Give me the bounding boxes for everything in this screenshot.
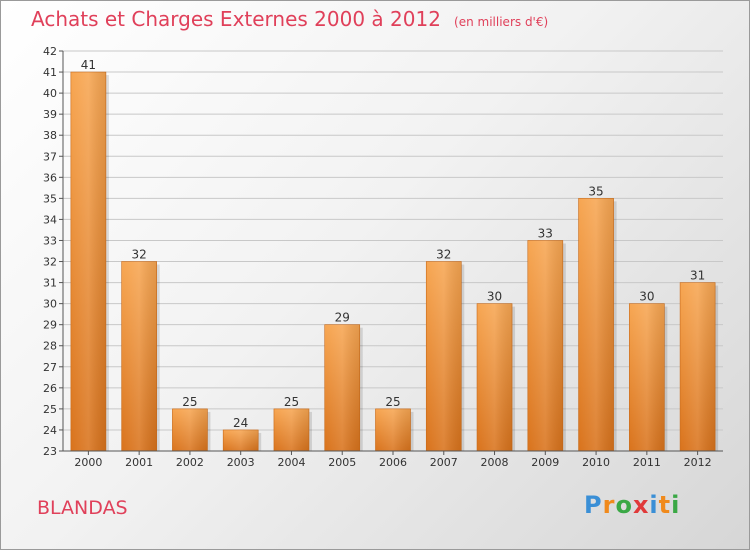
logo-letter: r bbox=[602, 491, 616, 519]
y-tick-label: 37 bbox=[43, 150, 57, 163]
y-tick-label: 38 bbox=[43, 129, 57, 142]
data-label: 25 bbox=[284, 395, 299, 409]
y-tick-label: 31 bbox=[43, 277, 57, 290]
y-tick-label: 32 bbox=[43, 256, 57, 269]
y-tick-label: 27 bbox=[43, 361, 57, 374]
proxiti-logo[interactable]: Proxiti bbox=[584, 491, 680, 519]
y-tick-label: 33 bbox=[43, 234, 57, 247]
axis-layer: 23 24 25 26 27 28 29 30 31 32 33 34 35 36 37 38 39 40 41 42… bbox=[43, 45, 723, 469]
y-tick-label: 39 bbox=[43, 108, 57, 121]
bar-shine bbox=[578, 198, 614, 451]
x-tick-label: 2007 bbox=[430, 456, 458, 469]
data-label: 30 bbox=[639, 290, 654, 304]
bars-layer: 41 32 25 24 25 29 25 32 30 33 35 30 31 bbox=[70, 58, 719, 452]
y-tick-label: 24 bbox=[43, 424, 57, 437]
bar-shine bbox=[70, 72, 106, 451]
chart-unit-note: (en milliers d'€) bbox=[454, 15, 549, 29]
logo-letter: o bbox=[615, 491, 633, 519]
data-label: 31 bbox=[690, 269, 705, 283]
x-tick-label: 2006 bbox=[379, 456, 407, 469]
chart-title: Achats et Charges Externes 2000 à 2012 (… bbox=[31, 7, 548, 31]
logo-letter: t bbox=[658, 491, 672, 519]
y-tick-label: 40 bbox=[43, 87, 57, 100]
logo-letter: x bbox=[632, 491, 650, 519]
y-tick-label: 42 bbox=[43, 45, 57, 58]
x-tick-label: 2002 bbox=[176, 456, 204, 469]
x-tick-label: 2011 bbox=[633, 456, 661, 469]
x-tick-label: 2010 bbox=[582, 456, 610, 469]
x-tick-label: 2012 bbox=[684, 456, 712, 469]
data-label: 29 bbox=[335, 311, 350, 325]
bar-shine bbox=[527, 240, 563, 451]
y-tick-label: 26 bbox=[43, 382, 57, 395]
bar-shine bbox=[477, 303, 513, 451]
bar-shine bbox=[426, 261, 462, 451]
bar-shine bbox=[121, 261, 157, 451]
y-tick-label: 36 bbox=[43, 171, 57, 184]
data-label: 25 bbox=[385, 395, 400, 409]
data-label: 33 bbox=[538, 226, 553, 240]
data-label: 24 bbox=[233, 416, 248, 430]
bar-shine bbox=[223, 429, 259, 451]
y-tick-label: 23 bbox=[43, 445, 57, 458]
grid-layer bbox=[63, 50, 723, 452]
x-tick-label: 2003 bbox=[227, 456, 255, 469]
x-tick-label: 2001 bbox=[125, 456, 153, 469]
bar-shine bbox=[629, 303, 665, 451]
bar-shine bbox=[680, 282, 716, 451]
y-tick-label: 29 bbox=[43, 319, 57, 332]
data-label: 35 bbox=[588, 184, 603, 198]
y-tick-label: 41 bbox=[43, 66, 57, 79]
logo-letter: P bbox=[584, 491, 603, 519]
x-tick-label: 2000 bbox=[74, 456, 102, 469]
y-tick-label: 30 bbox=[43, 298, 57, 311]
bar-shine bbox=[273, 408, 309, 451]
x-tick-label: 2008 bbox=[481, 456, 509, 469]
data-label: 30 bbox=[487, 290, 502, 304]
data-label: 25 bbox=[182, 395, 197, 409]
bar-shine bbox=[375, 408, 411, 451]
data-label: 32 bbox=[132, 248, 147, 262]
logo-letter: i bbox=[671, 491, 681, 519]
bar-shine bbox=[324, 324, 360, 451]
bar-shine bbox=[172, 408, 208, 451]
data-label: 41 bbox=[81, 58, 96, 72]
y-tick-label: 28 bbox=[43, 340, 57, 353]
x-tick-label: 2005 bbox=[328, 456, 356, 469]
x-tick-label: 2009 bbox=[531, 456, 559, 469]
y-tick-label: 25 bbox=[43, 403, 57, 416]
logo-letter: i bbox=[649, 491, 659, 519]
x-tick-label: 2004 bbox=[277, 456, 305, 469]
y-tick-label: 34 bbox=[43, 213, 57, 226]
data-label: 32 bbox=[436, 248, 451, 262]
chart-title-main: Achats et Charges Externes 2000 à 2012 bbox=[31, 7, 441, 31]
commune-name: BLANDAS bbox=[37, 497, 128, 519]
y-tick-label: 35 bbox=[43, 192, 57, 205]
